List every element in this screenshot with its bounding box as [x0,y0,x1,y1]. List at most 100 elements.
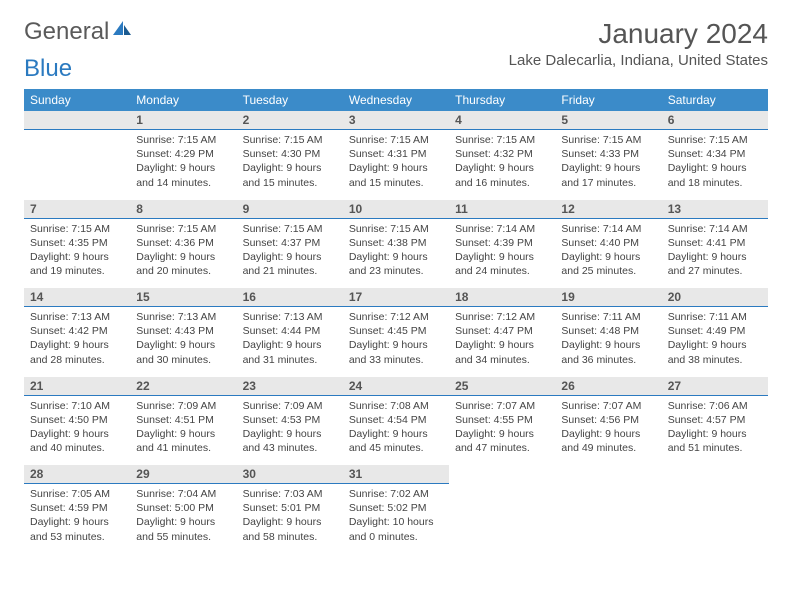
day-content-cell: Sunrise: 7:12 AMSunset: 4:45 PMDaylight:… [343,307,449,377]
day-number-cell: 27 [662,377,768,396]
day-number-cell: 5 [555,111,661,130]
sunrise-line: Sunrise: 7:02 AM [349,487,443,501]
daylight-line: Daylight: 9 hours and 25 minutes. [561,250,655,278]
daylight-line: Daylight: 9 hours and 58 minutes. [243,515,337,543]
day-content-cell: Sunrise: 7:09 AMSunset: 4:53 PMDaylight:… [237,395,343,465]
sunrise-line: Sunrise: 7:13 AM [30,310,124,324]
content-row: Sunrise: 7:10 AMSunset: 4:50 PMDaylight:… [24,395,768,465]
sunset-line: Sunset: 4:57 PM [668,413,762,427]
sunset-line: Sunset: 4:55 PM [455,413,549,427]
day-number-cell: 21 [24,377,130,396]
sunset-line: Sunset: 4:49 PM [668,324,762,338]
day-content-cell: Sunrise: 7:02 AMSunset: 5:02 PMDaylight:… [343,484,449,554]
daylight-line: Daylight: 9 hours and 15 minutes. [349,161,443,189]
day-content-cell: Sunrise: 7:15 AMSunset: 4:38 PMDaylight:… [343,218,449,288]
day-number-cell: 20 [662,288,768,307]
day-number-cell: 4 [449,111,555,130]
day-number-cell: 13 [662,200,768,219]
daylight-line: Daylight: 9 hours and 38 minutes. [668,338,762,366]
daylight-line: Daylight: 9 hours and 14 minutes. [136,161,230,189]
day-content-cell: Sunrise: 7:14 AMSunset: 4:39 PMDaylight:… [449,218,555,288]
daylight-line: Daylight: 9 hours and 34 minutes. [455,338,549,366]
sunrise-line: Sunrise: 7:05 AM [30,487,124,501]
day-number-cell: 1 [130,111,236,130]
day-number-cell: 15 [130,288,236,307]
day-number-cell: 9 [237,200,343,219]
day-number-cell [449,465,555,484]
sunrise-line: Sunrise: 7:07 AM [561,399,655,413]
day-content-cell: Sunrise: 7:13 AMSunset: 4:42 PMDaylight:… [24,307,130,377]
daynum-row: 21222324252627 [24,377,768,396]
daylight-line: Daylight: 9 hours and 18 minutes. [668,161,762,189]
sunrise-line: Sunrise: 7:13 AM [243,310,337,324]
day-content-cell: Sunrise: 7:09 AMSunset: 4:51 PMDaylight:… [130,395,236,465]
sunset-line: Sunset: 4:45 PM [349,324,443,338]
day-number-cell [662,465,768,484]
daylight-line: Daylight: 9 hours and 17 minutes. [561,161,655,189]
daynum-row: 123456 [24,111,768,130]
day-number-cell: 17 [343,288,449,307]
sunset-line: Sunset: 4:38 PM [349,236,443,250]
daylight-line: Daylight: 9 hours and 21 minutes. [243,250,337,278]
day-content-cell: Sunrise: 7:07 AMSunset: 4:55 PMDaylight:… [449,395,555,465]
day-content-cell: Sunrise: 7:11 AMSunset: 4:49 PMDaylight:… [662,307,768,377]
sunrise-line: Sunrise: 7:04 AM [136,487,230,501]
month-title: January 2024 [509,18,768,50]
day-content-cell [662,484,768,554]
day-number-cell: 25 [449,377,555,396]
day-content-cell: Sunrise: 7:08 AMSunset: 4:54 PMDaylight:… [343,395,449,465]
sunset-line: Sunset: 4:53 PM [243,413,337,427]
day-number-cell: 30 [237,465,343,484]
sunset-line: Sunset: 4:42 PM [30,324,124,338]
day-number-cell: 19 [555,288,661,307]
sunrise-line: Sunrise: 7:10 AM [30,399,124,413]
day-number-cell: 24 [343,377,449,396]
day-number-cell: 22 [130,377,236,396]
daynum-row: 14151617181920 [24,288,768,307]
sunrise-line: Sunrise: 7:15 AM [136,133,230,147]
day-content-cell: Sunrise: 7:15 AMSunset: 4:37 PMDaylight:… [237,218,343,288]
day-content-cell: Sunrise: 7:15 AMSunset: 4:33 PMDaylight:… [555,130,661,200]
day-content-cell: Sunrise: 7:07 AMSunset: 4:56 PMDaylight:… [555,395,661,465]
day-number-cell: 28 [24,465,130,484]
day-number-cell: 2 [237,111,343,130]
day-content-cell: Sunrise: 7:05 AMSunset: 4:59 PMDaylight:… [24,484,130,554]
daylight-line: Daylight: 9 hours and 47 minutes. [455,427,549,455]
sunrise-line: Sunrise: 7:11 AM [668,310,762,324]
weekday-header: Tuesday [237,89,343,111]
day-content-cell: Sunrise: 7:15 AMSunset: 4:32 PMDaylight:… [449,130,555,200]
logo-text-general: General [24,18,109,46]
content-row: Sunrise: 7:15 AMSunset: 4:35 PMDaylight:… [24,218,768,288]
day-number-cell: 18 [449,288,555,307]
daylight-line: Daylight: 9 hours and 40 minutes. [30,427,124,455]
daylight-line: Daylight: 9 hours and 19 minutes. [30,250,124,278]
daylight-line: Daylight: 9 hours and 51 minutes. [668,427,762,455]
sunrise-line: Sunrise: 7:15 AM [243,133,337,147]
sunrise-line: Sunrise: 7:14 AM [668,222,762,236]
sunset-line: Sunset: 4:35 PM [30,236,124,250]
daylight-line: Daylight: 9 hours and 28 minutes. [30,338,124,366]
day-number-cell: 23 [237,377,343,396]
sunset-line: Sunset: 4:41 PM [668,236,762,250]
sunrise-line: Sunrise: 7:09 AM [136,399,230,413]
day-number-cell: 3 [343,111,449,130]
sunset-line: Sunset: 4:51 PM [136,413,230,427]
sunrise-line: Sunrise: 7:12 AM [349,310,443,324]
day-content-cell: Sunrise: 7:14 AMSunset: 4:41 PMDaylight:… [662,218,768,288]
sunrise-line: Sunrise: 7:15 AM [349,222,443,236]
sunrise-line: Sunrise: 7:15 AM [668,133,762,147]
sunset-line: Sunset: 4:32 PM [455,147,549,161]
weekday-header: Saturday [662,89,768,111]
sunrise-line: Sunrise: 7:15 AM [561,133,655,147]
weekday-header: Thursday [449,89,555,111]
day-content-cell [555,484,661,554]
weekday-header: Sunday [24,89,130,111]
sunset-line: Sunset: 4:33 PM [561,147,655,161]
daylight-line: Daylight: 9 hours and 27 minutes. [668,250,762,278]
sunset-line: Sunset: 5:01 PM [243,501,337,515]
sunset-line: Sunset: 4:54 PM [349,413,443,427]
daylight-line: Daylight: 9 hours and 30 minutes. [136,338,230,366]
day-content-cell: Sunrise: 7:11 AMSunset: 4:48 PMDaylight:… [555,307,661,377]
day-number-cell: 11 [449,200,555,219]
logo: General [24,18,133,46]
